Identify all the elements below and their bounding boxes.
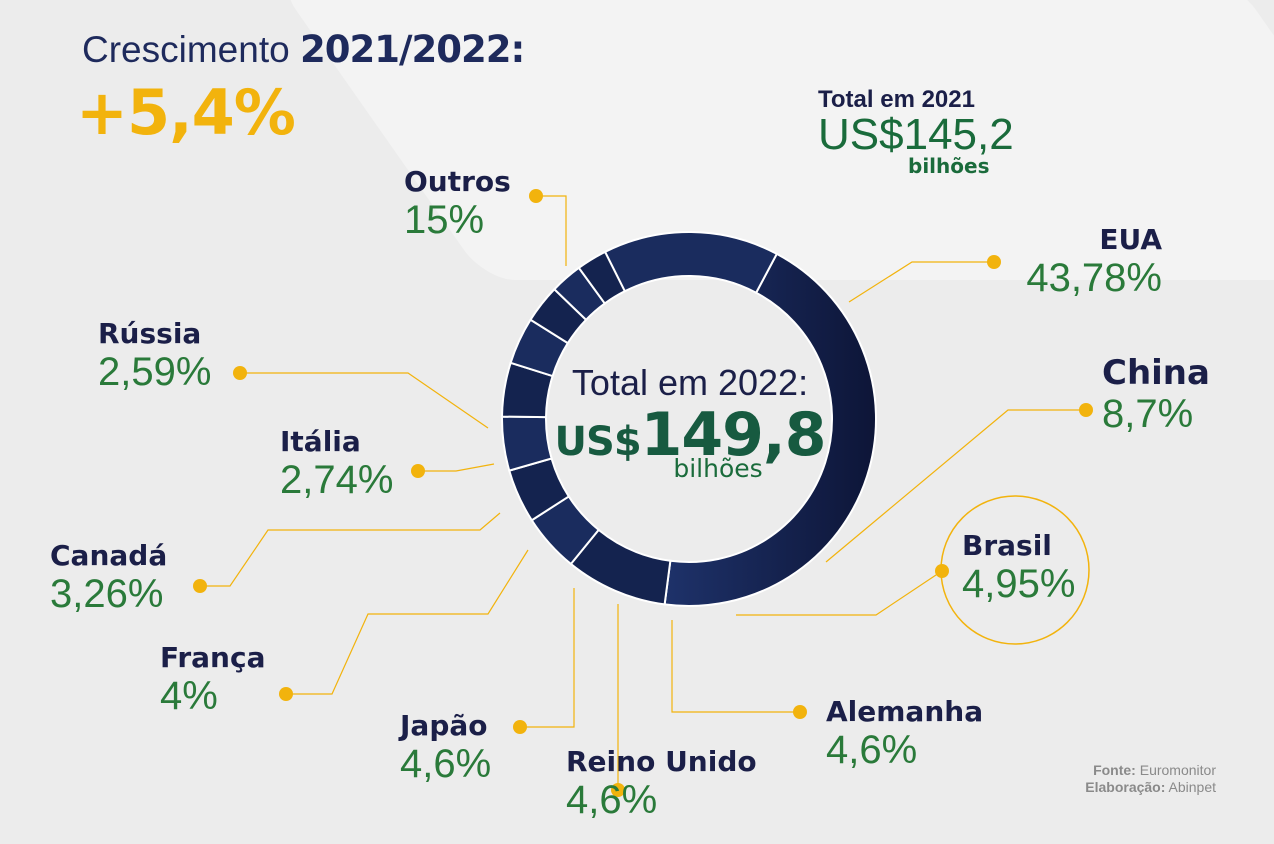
total-2022-value: 149,8 — [640, 400, 827, 470]
leader-line — [286, 549, 529, 695]
label-canada: Canadá 3,26% — [50, 539, 168, 617]
label-outros: Outros 15% — [404, 165, 511, 243]
label-reino-unido: Reino Unido 4,6% — [566, 745, 757, 823]
leader-line — [520, 588, 575, 728]
leader-dot — [1079, 403, 1093, 417]
brasil-highlight-circle — [940, 495, 1090, 645]
growth-period: 2021/2022: — [299, 28, 525, 71]
leader-dot — [987, 255, 1001, 269]
prepared-value: Abinpet — [1168, 779, 1216, 795]
slice-outros — [603, 231, 779, 295]
leader-dot — [611, 783, 625, 797]
slice-value: 8,7% — [1102, 392, 1194, 436]
leader-line — [240, 372, 489, 429]
growth-value: +5,4% — [76, 76, 296, 149]
slice-value: 4,6% — [826, 728, 918, 772]
label-japao: Japão 4,6% — [400, 709, 492, 787]
label-eua: EUA 43,78% — [1010, 223, 1162, 301]
leader-line — [671, 620, 800, 713]
total-2021-title: Total em 2021 — [818, 86, 975, 113]
leader-dot — [529, 189, 543, 203]
label-italia: Itália 2,74% — [280, 425, 394, 503]
leader-line — [536, 195, 567, 266]
leader-line — [825, 409, 1086, 563]
donut-slices — [501, 231, 877, 607]
total-2022-currency: US$ — [554, 419, 642, 465]
slice-name: Brasil — [962, 529, 1052, 562]
leader-line — [200, 512, 501, 587]
slice-name: China — [1102, 353, 1210, 393]
slice-name: Alemanha — [826, 695, 984, 728]
leader-line — [736, 570, 943, 616]
total-2022-value-line: US$149,8 — [540, 400, 840, 470]
slice-value: 4,6% — [566, 778, 658, 822]
slice-name: Rússia — [98, 317, 202, 350]
slice-name: França — [160, 641, 266, 674]
leader-dot — [279, 687, 293, 701]
total-2022-title: Total em 2022: — [571, 362, 809, 403]
total-2021: Total em 2021 US$145,2 bilhões — [818, 86, 1038, 178]
source-note: Fonte: Euromonitor Elaboração: Abinpet — [1085, 762, 1216, 796]
slice-value: 2,59% — [98, 350, 212, 394]
leader-dot — [193, 579, 207, 593]
leader-line — [848, 261, 994, 303]
slice-value: 4,95% — [962, 562, 1076, 606]
total-2022: Total em 2022: US$149,8 bilhões — [540, 362, 840, 483]
slice-value: 43,78% — [1026, 256, 1162, 300]
leader-dot — [411, 464, 425, 478]
total-2021-unit: bilhões — [908, 154, 990, 178]
slice-eua — [663, 252, 877, 607]
label-franca: França 4% — [160, 641, 266, 719]
source-label: Fonte: — [1093, 762, 1136, 778]
slice-name: EUA — [1099, 223, 1162, 256]
leader-dot — [793, 705, 807, 719]
label-russia: Rússia 2,59% — [98, 317, 212, 395]
total-2022-unit: bilhões — [673, 454, 763, 483]
leader-dot — [233, 366, 247, 380]
slice-name: Reino Unido — [566, 745, 757, 778]
growth-heading: Crescimento 2021/2022: — [82, 28, 525, 71]
leader-line — [418, 463, 495, 472]
leader-dot — [513, 720, 527, 734]
slice-name: Itália — [280, 425, 361, 458]
slice-value: 3,26% — [50, 572, 164, 616]
slice-name: Canadá — [50, 539, 168, 572]
growth-label: Crescimento — [82, 29, 290, 70]
slice-name: Outros — [404, 165, 511, 198]
slice-value: 4,6% — [400, 742, 492, 786]
label-brasil: Brasil 4,95% — [962, 529, 1076, 607]
leader-lines — [193, 189, 1093, 797]
slice-value: 4% — [160, 674, 218, 718]
label-china: China 8,7% — [1102, 354, 1210, 436]
slice-value: 15% — [404, 198, 485, 242]
prepared-label: Elaboração: — [1085, 779, 1166, 795]
source-value: Euromonitor — [1139, 762, 1216, 778]
label-alemanha: Alemanha 4,6% — [826, 695, 984, 773]
slice-name: Japão — [400, 709, 488, 742]
slice-value: 2,74% — [280, 458, 394, 502]
leader-dot — [935, 564, 949, 578]
total-2021-value: US$145,2 — [818, 110, 1014, 159]
